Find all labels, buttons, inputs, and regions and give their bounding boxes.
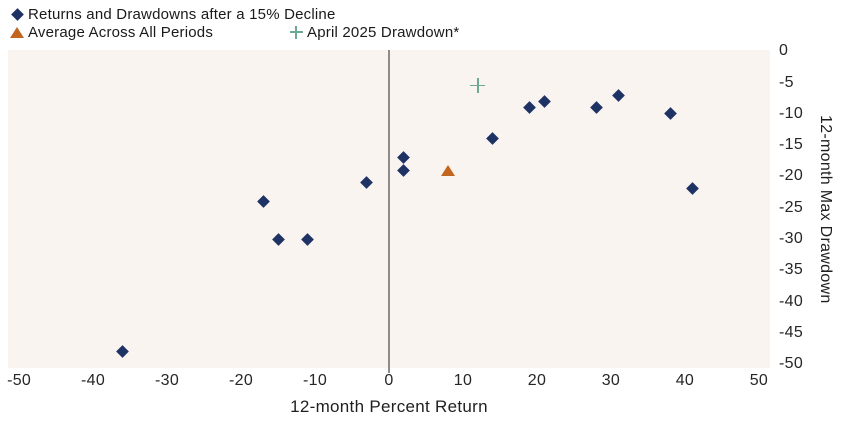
x-tick-label: -50: [7, 372, 32, 389]
y-tick-label: -25: [779, 198, 804, 216]
legend-item-april-2025: April 2025 Drawdown*: [285, 23, 459, 41]
legend-item-average: Average Across All Periods: [6, 23, 213, 41]
data-point-diamond: [116, 345, 130, 359]
zero-reference-line: [388, 50, 390, 373]
x-tick-label: 50: [749, 372, 769, 389]
y-tick-label: -15: [779, 136, 804, 154]
y-tick-label: -20: [779, 167, 804, 185]
y-tick-label: -5: [779, 73, 794, 91]
legend-item-returns-drawdowns: Returns and Drawdowns after a 15% Declin…: [6, 5, 336, 23]
x-tick-label: 0: [384, 372, 394, 389]
y-tick-label: -50: [779, 355, 804, 373]
y-tick-label: -10: [779, 104, 804, 122]
x-tick-label: 20: [527, 372, 547, 389]
data-point-diamond: [537, 94, 551, 108]
plot-area: [8, 50, 770, 373]
data-point-diamond: [523, 101, 536, 114]
legend-label: Average Across All Periods: [28, 23, 214, 41]
data-point-diamond: [685, 182, 699, 196]
y-axis-tick-labels: 0 -5 -10 -15 -20 -25 -30 -35 -40 -45 -50: [779, 42, 819, 372]
data-point-triangle: [441, 164, 456, 176]
triangle-marker-icon: [6, 26, 28, 38]
data-point-diamond: [301, 232, 314, 246]
x-tick-label: -10: [303, 372, 328, 389]
y-tick-label: -40: [779, 292, 804, 310]
y-tick-label: -35: [779, 261, 804, 279]
x-axis-title: 12-month Percent Return: [290, 397, 488, 416]
y-tick-label: -30: [779, 230, 804, 248]
data-point-plus: [470, 78, 486, 94]
data-point-diamond: [663, 107, 677, 121]
data-point-diamond: [271, 232, 285, 246]
x-tick-label: -40: [81, 372, 106, 389]
x-tick-label: -20: [229, 372, 254, 389]
x-tick-label: 30: [601, 372, 621, 389]
legend-label: Returns and Drawdowns after a 15% Declin…: [28, 5, 336, 23]
data-point-diamond: [611, 88, 625, 102]
data-point-diamond: [360, 176, 374, 190]
x-tick-label: 10: [453, 372, 473, 389]
data-point-diamond: [256, 195, 270, 208]
x-tick-label: -30: [155, 372, 180, 389]
y-axis-title: 12-month Max Drawdown: [817, 114, 834, 304]
x-axis-tick-labels: -50 -40 -30 -20 -10 0 10 20 30 40 50: [7, 372, 770, 392]
data-point-diamond: [397, 163, 411, 177]
data-point-diamond: [589, 101, 603, 114]
y-tick-label: -45: [779, 323, 804, 341]
plus-marker-icon: [285, 25, 307, 39]
y-tick-label: 0: [779, 42, 789, 60]
x-tick-label: 40: [675, 372, 695, 389]
data-point-diamond: [486, 132, 499, 146]
legend-label: April 2025 Drawdown*: [307, 23, 460, 41]
diamond-marker-icon: [6, 7, 28, 21]
data-point-diamond: [397, 151, 411, 165]
